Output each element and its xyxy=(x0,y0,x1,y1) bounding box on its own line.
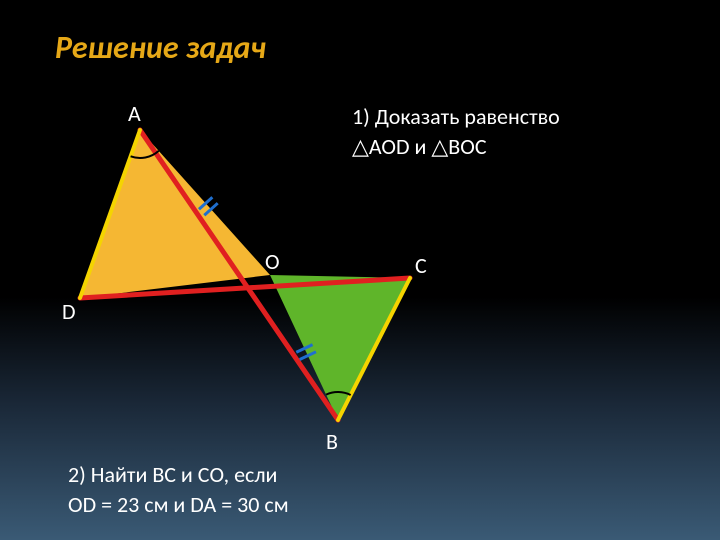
label-C: С xyxy=(415,252,427,279)
task1-line2: △AOD и △BOC xyxy=(352,132,560,162)
task2-line1: 2) Найти ВС и СО, если xyxy=(68,460,289,490)
task1-t1: AOD и xyxy=(369,133,431,160)
task1-t2: BOC xyxy=(448,133,486,160)
task1-block: 1) Доказать равенство △AOD и △BOC xyxy=(352,102,560,161)
label-B: В xyxy=(326,428,338,455)
label-O: О xyxy=(265,248,280,275)
task1-line1: 1) Доказать равенство xyxy=(352,102,560,132)
triangle-symbol-2: △ xyxy=(431,134,448,159)
task2-block: 2) Найти ВС и СО, если OD = 23 см и DA =… xyxy=(68,460,289,519)
page-title: Решение задач xyxy=(55,28,266,67)
task2-line2: OD = 23 см и DA = 30 см xyxy=(68,490,289,520)
title-text: Решение задач xyxy=(55,28,266,67)
label-A: А xyxy=(128,100,141,127)
label-D: D xyxy=(62,298,76,325)
triangle-symbol-1: △ xyxy=(352,134,369,159)
geometry-diagram xyxy=(0,0,720,540)
